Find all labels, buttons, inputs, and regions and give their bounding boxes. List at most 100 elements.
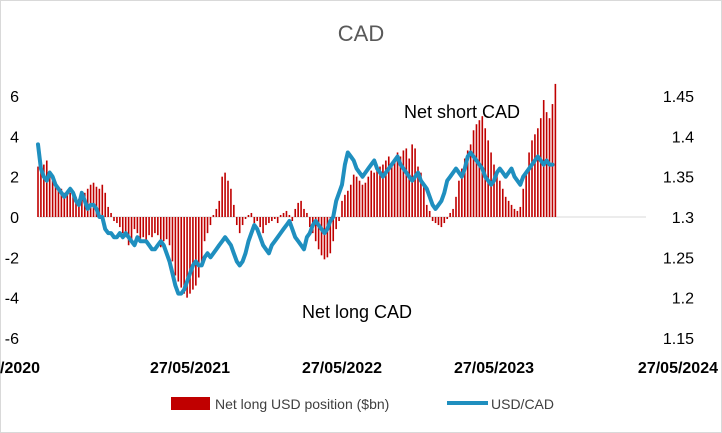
bar xyxy=(177,217,180,282)
bar xyxy=(268,217,270,224)
bar xyxy=(241,217,244,226)
legend: Net long USD position ($bn) USD/CAD xyxy=(171,396,554,412)
bar xyxy=(478,120,481,217)
bar xyxy=(101,184,104,217)
bar xyxy=(443,217,446,224)
bar xyxy=(121,217,124,234)
bar xyxy=(273,217,276,220)
bar xyxy=(332,217,335,242)
bar xyxy=(209,217,212,226)
bar xyxy=(262,217,264,234)
bar xyxy=(335,217,337,230)
bar xyxy=(244,217,247,220)
bar xyxy=(537,128,539,217)
bar xyxy=(119,217,121,228)
bar xyxy=(165,217,168,240)
bar xyxy=(306,212,308,217)
bar xyxy=(344,194,346,217)
bar xyxy=(247,214,250,217)
bar xyxy=(317,217,320,250)
bar xyxy=(425,204,428,217)
bar xyxy=(203,217,206,242)
bar xyxy=(349,184,352,217)
bar xyxy=(142,217,145,238)
bar xyxy=(469,144,472,217)
bar xyxy=(525,170,527,217)
bar xyxy=(89,184,92,217)
bar xyxy=(224,172,226,217)
bar xyxy=(238,217,241,234)
bar xyxy=(124,217,127,238)
x-tick-label: 27/05/2024 xyxy=(638,360,718,377)
bar xyxy=(192,217,194,290)
bar xyxy=(463,158,466,217)
bar xyxy=(212,214,215,217)
bar xyxy=(174,217,177,276)
right-tick-label: 1.2 xyxy=(672,291,694,308)
bar xyxy=(218,200,221,217)
bar xyxy=(110,212,112,217)
bar xyxy=(40,168,42,217)
bar xyxy=(148,217,150,236)
annotation-net-long: Net long CAD xyxy=(302,302,412,322)
bar xyxy=(259,217,261,228)
bar xyxy=(265,217,267,226)
bar xyxy=(230,188,232,217)
bar xyxy=(235,217,238,226)
bar xyxy=(519,206,522,217)
bar xyxy=(195,217,197,286)
bar xyxy=(539,118,542,217)
bar xyxy=(396,152,399,217)
bar xyxy=(449,212,451,217)
bar xyxy=(405,148,408,217)
bar xyxy=(279,214,282,217)
bar xyxy=(382,164,384,217)
bar xyxy=(507,200,510,217)
bar xyxy=(285,210,288,217)
bar xyxy=(466,150,469,217)
bar xyxy=(385,160,387,217)
bar xyxy=(408,158,411,217)
bar xyxy=(528,152,530,217)
bar xyxy=(107,206,109,217)
bar xyxy=(355,176,358,217)
bar xyxy=(271,217,273,222)
bar xyxy=(458,180,460,217)
bar xyxy=(428,210,431,217)
x-tick-label: 27/05/2020 xyxy=(0,360,40,377)
left-tick-label: 6 xyxy=(10,89,19,106)
left-tick-label: 0 xyxy=(10,210,19,227)
bar xyxy=(364,182,367,217)
bar xyxy=(113,217,115,222)
right-tick-label: 1.35 xyxy=(663,170,694,187)
bar xyxy=(309,217,311,228)
bar xyxy=(51,180,54,217)
bar xyxy=(294,208,297,217)
right-tick-label: 1.45 xyxy=(663,89,694,106)
bar xyxy=(390,162,393,217)
bar xyxy=(496,172,498,217)
bar xyxy=(434,217,437,224)
bar xyxy=(215,208,218,217)
bar xyxy=(200,217,203,266)
left-tick-label: 4 xyxy=(10,129,19,146)
bar xyxy=(423,186,425,217)
bar xyxy=(180,217,183,288)
bar xyxy=(186,217,188,298)
left-tick-label: -2 xyxy=(5,250,19,267)
bar xyxy=(54,184,57,217)
right-tick-label: 1.3 xyxy=(672,210,694,227)
right-y-axis: 1.45 1.4 1.35 1.3 1.25 1.2 1.15 xyxy=(663,89,694,348)
bar xyxy=(399,156,402,217)
bar xyxy=(63,192,66,217)
bar xyxy=(452,208,454,217)
bar xyxy=(522,188,525,217)
bar xyxy=(116,217,118,224)
bar xyxy=(347,190,349,217)
legend-swatch-bars xyxy=(171,397,210,410)
bar xyxy=(151,217,153,238)
bar xyxy=(48,170,51,217)
bar xyxy=(516,210,519,217)
bar xyxy=(303,208,305,217)
